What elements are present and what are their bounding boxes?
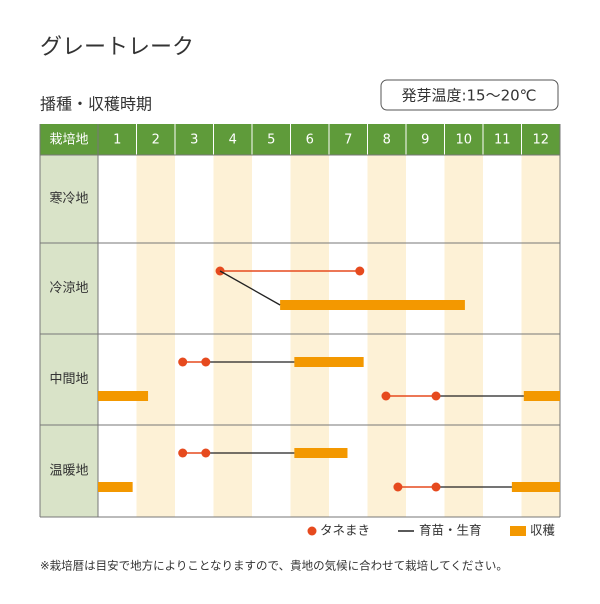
sow-dot bbox=[381, 391, 391, 401]
sow-dot bbox=[431, 391, 441, 401]
sow-dot bbox=[431, 482, 441, 492]
month-label: 11 bbox=[494, 133, 511, 148]
sow-dot bbox=[178, 357, 188, 367]
label-column bbox=[40, 155, 98, 517]
harvest-bar bbox=[511, 482, 560, 492]
row-label: 温暖地 bbox=[49, 464, 88, 479]
column-shade bbox=[290, 155, 329, 517]
column-shade bbox=[213, 155, 252, 517]
sow-dot bbox=[355, 266, 365, 276]
header-label: 栽培地 bbox=[49, 132, 88, 148]
harvest-bar bbox=[523, 391, 560, 401]
month-label: 4 bbox=[229, 133, 237, 148]
legend-label: 収穫 bbox=[530, 523, 556, 538]
legend-label: 育苗・生育 bbox=[419, 523, 482, 538]
row-label: 中間地 bbox=[49, 372, 88, 387]
footnote: ※栽培暦は目安で地方によりことなりますので、貴地の気候に合わせて栽培してください… bbox=[40, 559, 508, 573]
header-bg bbox=[40, 124, 560, 155]
sow-dot bbox=[201, 357, 211, 367]
title: グレートレーク bbox=[40, 35, 194, 60]
column-shade bbox=[521, 155, 560, 517]
month-label: 3 bbox=[190, 133, 198, 148]
harvest-bar bbox=[98, 391, 149, 401]
legend-sow bbox=[307, 526, 317, 536]
harvest-bar bbox=[294, 357, 364, 367]
month-label: 5 bbox=[267, 133, 275, 148]
row-label: 冷涼地 bbox=[49, 281, 88, 296]
month-label: 1 bbox=[113, 133, 121, 148]
month-label: 2 bbox=[152, 133, 160, 148]
sow-dot bbox=[201, 448, 211, 458]
column-shade bbox=[367, 155, 406, 517]
sow-dot bbox=[393, 482, 403, 492]
note-box bbox=[380, 79, 559, 111]
harvest-bar bbox=[98, 482, 133, 492]
month-label: 10 bbox=[455, 133, 472, 148]
row-label: 寒冷地 bbox=[49, 191, 88, 207]
sow-dot bbox=[178, 448, 188, 458]
note: 発芽温度:15〜20℃ bbox=[401, 87, 536, 105]
column-shade bbox=[136, 155, 175, 517]
month-label: 12 bbox=[532, 133, 549, 148]
subtitle: 播種・収穫時期 bbox=[40, 95, 152, 114]
month-label: 9 bbox=[421, 133, 429, 148]
grow-line bbox=[219, 270, 281, 306]
column-shade bbox=[444, 155, 483, 517]
harvest-bar bbox=[280, 300, 465, 310]
month-label: 7 bbox=[344, 133, 352, 148]
legend-label: タネまき bbox=[320, 523, 370, 538]
harvest-bar bbox=[294, 448, 348, 458]
legend-harvest bbox=[510, 526, 526, 536]
month-label: 6 bbox=[306, 133, 314, 148]
month-label: 8 bbox=[383, 133, 391, 148]
